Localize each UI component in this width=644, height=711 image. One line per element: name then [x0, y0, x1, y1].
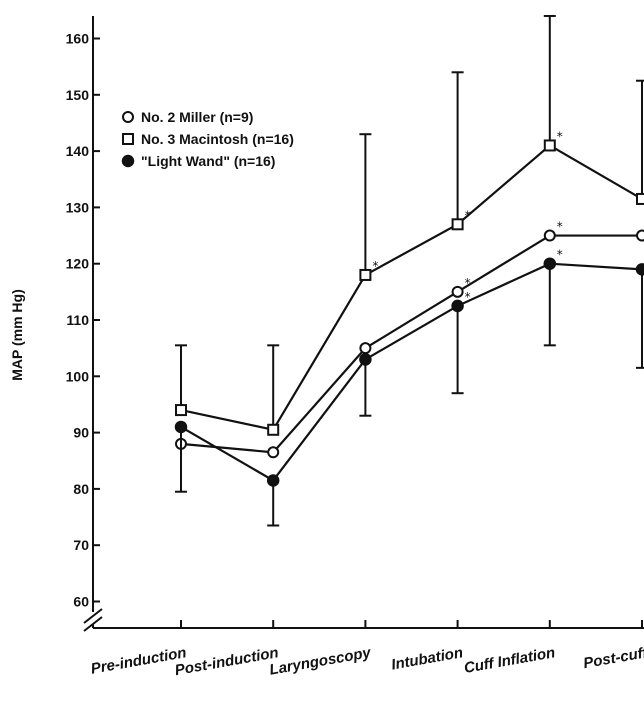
y-tick-label: 90 — [73, 425, 89, 441]
series-line — [180, 262, 643, 482]
significance-star: * — [557, 248, 563, 262]
x-category-label: Post-induction — [174, 644, 280, 679]
axis-break-mark — [83, 608, 103, 624]
legend-marker — [122, 111, 134, 123]
data-point — [451, 218, 464, 231]
y-tick-label: 80 — [73, 481, 89, 497]
y-tick-label: 150 — [66, 87, 90, 103]
y-tick-label: 130 — [66, 199, 90, 215]
legend-label: No. 2 Miller (n=9) — [141, 109, 253, 125]
data-point — [175, 404, 187, 417]
data-point — [267, 446, 280, 459]
x-category-label: Post-cuff — [582, 644, 644, 672]
x-category-label: Laryngoscopy — [268, 644, 373, 679]
legend-label: "Light Wand" (n=16) — [141, 153, 275, 169]
legend-marker — [122, 133, 134, 145]
y-tick-label: 100 — [66, 368, 90, 384]
data-point — [174, 420, 188, 434]
x-category-label: Intubation — [390, 644, 464, 673]
data-point — [543, 229, 556, 242]
legend-marker — [121, 154, 135, 168]
data-point — [451, 285, 464, 298]
series-2: **** — [175, 14, 644, 436]
data-point — [267, 423, 280, 436]
data-point — [359, 353, 372, 366]
data-point — [543, 257, 557, 270]
data-point — [636, 229, 644, 242]
data-point — [451, 299, 464, 313]
data-point — [359, 342, 372, 355]
y-tick-label: 70 — [73, 537, 89, 553]
x-category-label: Pre-induction — [90, 644, 188, 678]
significance-star: * — [465, 276, 471, 290]
legend: No. 2 Miller (n=9) No. 3 Macintosh (n=16)… — [121, 109, 294, 169]
x-category-label: Cuff Inflation — [463, 644, 557, 677]
y-tick-label: 60 — [73, 594, 89, 610]
series-1: ** — [175, 220, 644, 459]
y-axis-label: MAP (mm Hg) — [9, 289, 25, 381]
significance-star: * — [465, 290, 471, 304]
y-tick-label: 140 — [66, 143, 90, 159]
data-point — [636, 192, 644, 205]
y-tick-label: 160 — [66, 31, 90, 47]
series-line — [180, 144, 643, 432]
series-line — [180, 234, 642, 454]
significance-star: * — [465, 208, 471, 222]
y-tick-label: 110 — [66, 312, 89, 328]
data-point — [543, 139, 556, 152]
significance-star: * — [557, 129, 563, 143]
series-layer: ******** — [174, 14, 644, 527]
data-point — [359, 268, 372, 281]
data-point — [635, 263, 644, 276]
data-point — [266, 474, 280, 487]
legend-label: No. 3 Macintosh (n=16) — [141, 131, 294, 147]
y-tick-label: 120 — [66, 256, 90, 272]
series-3: ** — [174, 248, 644, 527]
significance-star: * — [557, 220, 563, 234]
significance-star: * — [372, 259, 378, 273]
